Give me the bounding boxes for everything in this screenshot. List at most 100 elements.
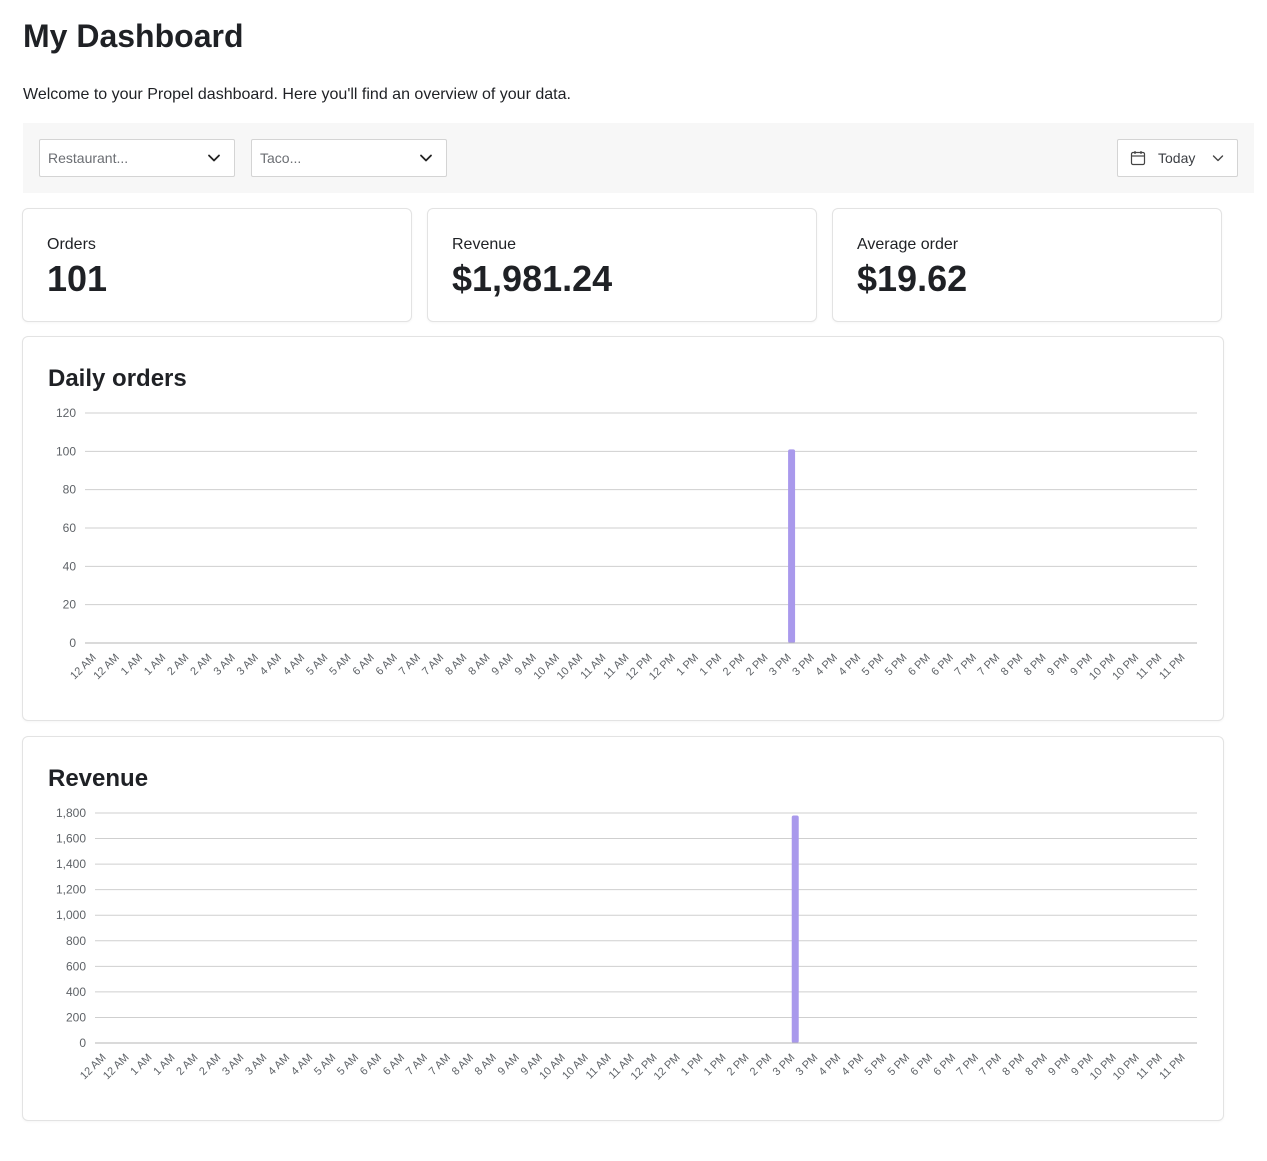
x-tick-label: 1 PM (702, 1052, 729, 1079)
x-tick-label: 6 PM (929, 652, 956, 679)
x-tick-label: 8 AM (450, 1052, 476, 1078)
x-tick-label: 7 PM (954, 1052, 981, 1079)
y-tick-label: 80 (63, 483, 77, 497)
calendar-icon (1130, 151, 1146, 166)
x-tick-label: 1 PM (679, 1052, 706, 1079)
x-tick-label: 4 PM (813, 652, 840, 679)
x-tick-label: 5 PM (860, 652, 887, 679)
x-tick-label: 2 PM (748, 1052, 775, 1079)
orders-kpi-card: Orders 101 (22, 208, 412, 322)
y-tick-label: 20 (63, 598, 77, 612)
y-tick-label: 100 (56, 444, 76, 458)
x-tick-label: 4 PM (840, 1052, 867, 1079)
date-range-button[interactable]: Today (1117, 139, 1238, 177)
x-tick-label: 2 AM (188, 652, 214, 678)
x-tick-label: 8 PM (1023, 1052, 1050, 1079)
x-tick-label: 12 PM (647, 652, 678, 683)
x-tick-label: 4 AM (266, 1052, 292, 1078)
x-tick-label: 5 AM (304, 652, 330, 678)
x-tick-label: 1 AM (119, 652, 145, 678)
x-tick-label: 1 PM (698, 652, 725, 679)
x-tick-label: 2 PM (725, 1052, 752, 1079)
x-tick-label: 8 PM (1022, 652, 1049, 679)
x-tick-label: 1 AM (151, 1052, 177, 1078)
x-tick-label: 11 PM (1157, 1052, 1187, 1082)
x-tick-label: 5 AM (312, 1052, 338, 1078)
average-order-kpi-card: Average order $19.62 (832, 208, 1222, 322)
y-tick-label: 200 (66, 1010, 86, 1024)
y-tick-label: 1,000 (56, 908, 86, 922)
x-tick-label: 5 AM (327, 652, 353, 678)
x-tick-label: 3 AM (243, 1052, 269, 1078)
x-tick-label: 2 AM (197, 1052, 223, 1078)
restaurant-select-placeholder: Restaurant... (48, 150, 129, 166)
x-tick-label: 9 AM (489, 652, 515, 678)
x-tick-label: 2 AM (174, 1052, 200, 1078)
y-tick-label: 400 (66, 985, 86, 999)
revenue-chart: 0 200 400 600 800 1,000 1,200 1,400 1,600 1,800 12… (56, 806, 1197, 1083)
x-tick-label: 5 PM (885, 1052, 912, 1079)
x-tick-label: 2 PM (744, 652, 771, 679)
y-tick-label: 1,600 (56, 832, 86, 846)
x-tick-label: 4 PM (837, 652, 864, 679)
page-title: My Dashboard (23, 18, 244, 54)
y-tick-label: 0 (69, 636, 76, 650)
x-tick-label: 4 AM (289, 1052, 315, 1078)
x-tick-label: 6 AM (350, 652, 376, 678)
x-tick-label: 7 AM (420, 652, 446, 678)
restaurant-select[interactable]: Restaurant... (39, 139, 235, 177)
revenue-kpi-label: Revenue (452, 236, 517, 253)
x-tick-label: 5 AM (335, 1052, 361, 1078)
x-tick-label: 11 PM (1157, 652, 1187, 682)
x-tick-label: 1 AM (128, 1052, 154, 1078)
x-tick-label: 10 PM (1110, 652, 1141, 683)
x-tick-label: 6 PM (906, 652, 933, 679)
orders-kpi-label: Orders (47, 236, 96, 253)
taco-select-placeholder: Taco... (260, 150, 302, 166)
x-tick-label: 4 PM (817, 1052, 844, 1079)
chart-title: Daily orders (48, 365, 187, 392)
x-tick-label: 8 PM (999, 652, 1026, 679)
x-tick-label: 3 AM (211, 652, 237, 678)
orders-kpi-value: 101 (47, 258, 108, 299)
x-tick-label: 2 PM (721, 652, 748, 679)
y-tick-label: 1,400 (56, 857, 86, 871)
y-tick-label: 120 (56, 406, 76, 420)
bar[interactable] (788, 449, 796, 643)
x-tick-label: 6 AM (381, 1052, 407, 1078)
taco-select[interactable]: Taco... (251, 139, 447, 177)
page-subtitle: Welcome to your Propel dashboard. Here y… (23, 86, 571, 103)
x-tick-label: 5 PM (883, 652, 910, 679)
y-tick-label: 1,200 (56, 883, 86, 897)
x-tick-label: 11 AM (578, 652, 608, 682)
daily-orders-chart-card: Daily orders 0 20 40 60 80 100 120 12 AM 12 AM 1 … (22, 336, 1224, 721)
x-tick-label: 1 AM (142, 652, 168, 678)
x-tick-label: 3 AM (220, 1052, 246, 1078)
revenue-kpi-value: $1,981.24 (452, 258, 613, 299)
x-tick-label: 10 AM (560, 1052, 591, 1083)
x-tick-label: 10 AM (555, 652, 586, 683)
x-tick-label: 8 AM (443, 652, 469, 678)
revenue-chart-card: Revenue 0 200 400 600 800 1,000 1,200 1,400 1,60… (22, 736, 1224, 1121)
x-tick-label: 6 PM (931, 1052, 958, 1079)
y-tick-label: 40 (63, 559, 77, 573)
y-tick-label: 0 (79, 1036, 86, 1050)
x-tick-label: 3 AM (235, 652, 261, 678)
x-tick-label: 7 AM (427, 1052, 453, 1078)
x-tick-label: 8 AM (473, 1052, 499, 1078)
x-tick-label: 3 PM (790, 652, 817, 679)
x-tick-label: 3 PM (794, 1052, 821, 1079)
x-tick-label: 4 AM (281, 652, 307, 678)
x-tick-label: 7 AM (397, 652, 423, 678)
y-tick-label: 800 (66, 934, 86, 948)
x-tick-label: 6 PM (908, 1052, 935, 1079)
average-order-kpi-label: Average order (857, 236, 959, 253)
x-tick-label: 9 PM (1046, 1052, 1073, 1079)
y-tick-label: 600 (66, 959, 86, 973)
y-tick-label: 60 (63, 521, 77, 535)
chart-title: Revenue (48, 765, 149, 792)
x-tick-label: 3 PM (767, 652, 794, 679)
chevron-down-icon (1212, 155, 1224, 162)
bar[interactable] (791, 815, 799, 1043)
